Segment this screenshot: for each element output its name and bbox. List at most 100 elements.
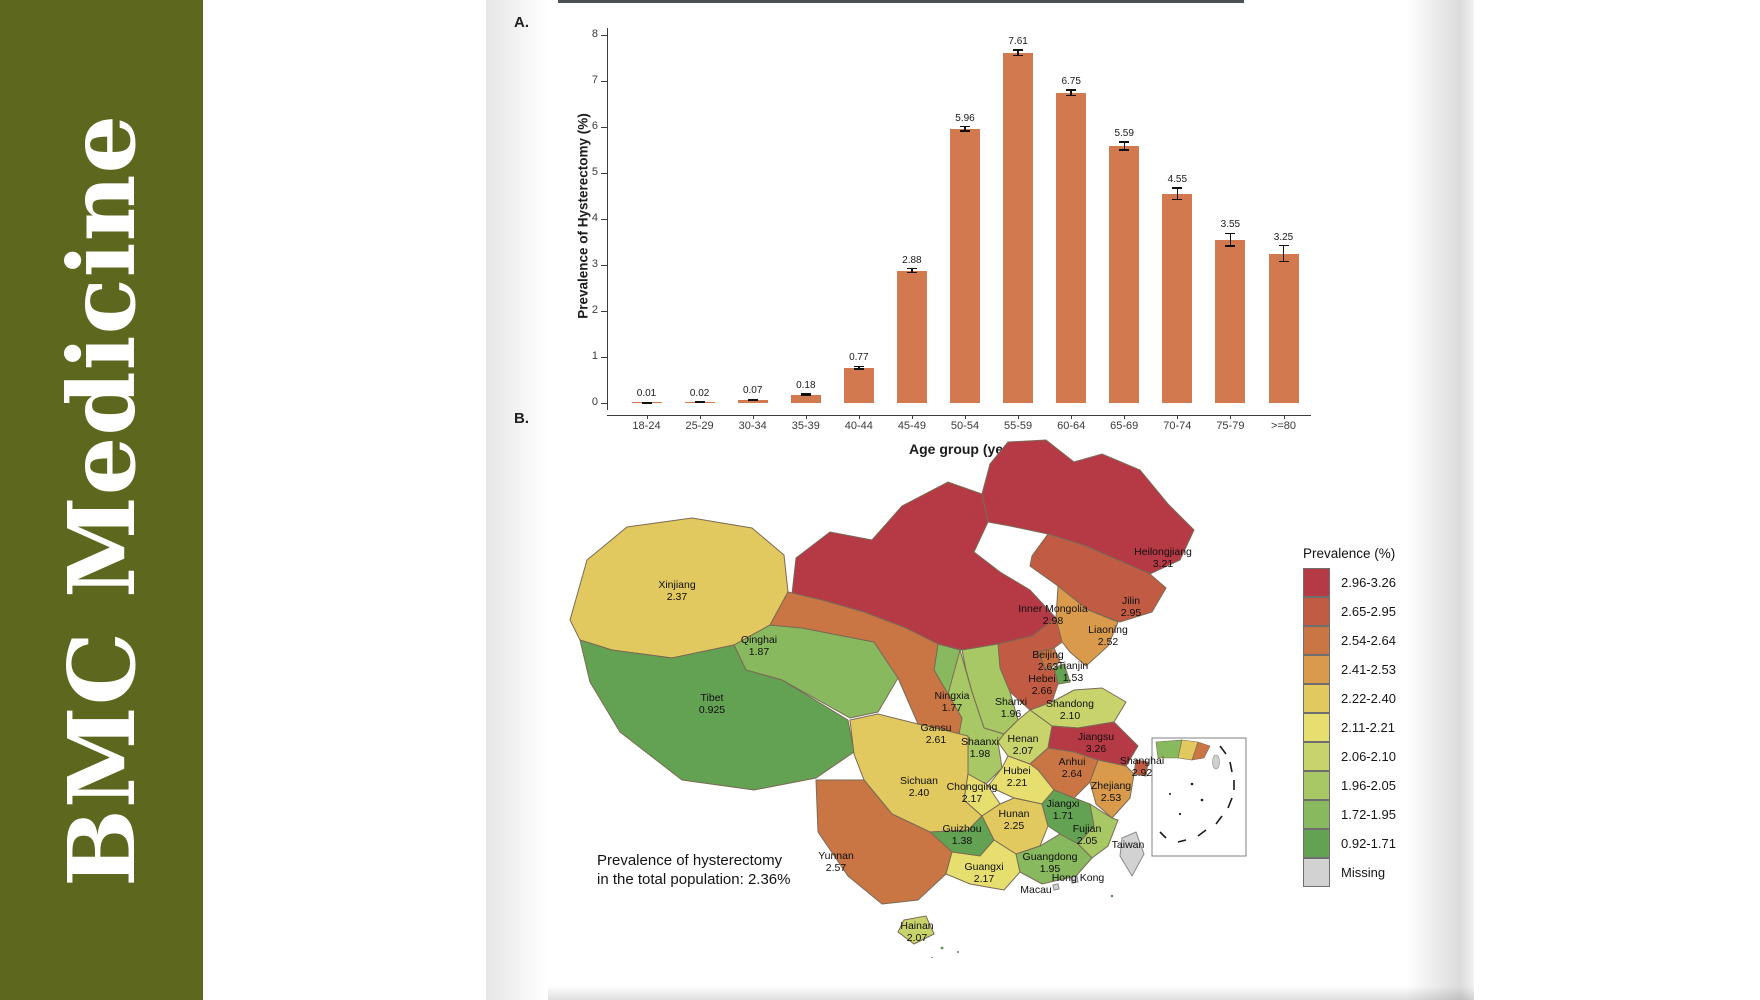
bar [1003, 52, 1034, 403]
error-bar [1229, 233, 1232, 247]
territory-macau [1052, 883, 1060, 891]
error-bar-cap [800, 393, 811, 395]
province-label-tianjin: Tianjin 1.53 [1058, 660, 1089, 684]
province-label-liaoning: Liaoning 2.52 [1088, 624, 1128, 648]
bar-value-label: 5.59 [1114, 127, 1134, 139]
x-tick-label: 18-24 [632, 420, 661, 432]
legend-label: 1.72-1.95 [1341, 807, 1396, 822]
journal-title: BMC Medicine [47, 113, 156, 887]
error-bar-cap [1225, 245, 1236, 247]
bar-value-label: 7.61 [1008, 36, 1028, 48]
y-tick-label: 0 [591, 396, 598, 408]
province-label-zhejiang: Zhejiang 2.53 [1091, 780, 1131, 804]
inset-dash-line [1159, 831, 1167, 839]
bar [843, 367, 874, 403]
province-label-guangdong: Guangdong 1.95 [1023, 851, 1078, 875]
error-bar [964, 126, 966, 132]
province-label-inner_mongolia: Inner Mongolia 2.98 [1018, 603, 1088, 627]
y-tick-label: 3 [591, 258, 598, 270]
legend-swatch [1303, 626, 1330, 655]
province-hebei [997, 617, 1063, 711]
legend-entry: 0.92-1.71 [1303, 829, 1396, 858]
province-tibet [579, 639, 855, 791]
x-tick-mark [1230, 415, 1232, 419]
island-dot [1110, 894, 1114, 898]
legend-swatch [1303, 800, 1330, 829]
error-bar [805, 393, 807, 396]
bar-value-label: 6.75 [1061, 75, 1081, 87]
province-label-guizhou: Guizhou 1.38 [942, 823, 981, 847]
legend-entry: Missing [1303, 858, 1396, 887]
legend-swatch [1303, 771, 1330, 800]
y-tick-label: 4 [591, 212, 598, 224]
province-label-guangxi: Guangxi 2.17 [964, 861, 1003, 885]
y-tick-label: 1 [591, 350, 598, 362]
legend-label: 2.41-2.53 [1341, 662, 1396, 677]
y-tick-mark [601, 403, 607, 404]
scan-edge-left [486, 0, 548, 1000]
inset-dash-line [1227, 797, 1233, 809]
error-bar-cap [1119, 141, 1130, 143]
y-axis-line [607, 28, 608, 410]
error-bar [1017, 50, 1019, 56]
province-label-hunan: Hunan 2.25 [999, 808, 1030, 832]
inset-island-dot [1190, 782, 1194, 786]
y-tick-mark [601, 35, 607, 36]
bar [1056, 92, 1087, 403]
island-dot [940, 946, 944, 950]
territory-taiwan [1119, 831, 1145, 878]
x-tick-label: 40-44 [844, 420, 873, 432]
territory-hongkong [1070, 875, 1079, 884]
legend-entry: 2.65-2.95 [1303, 597, 1396, 626]
inset-dash-line [1197, 829, 1207, 837]
journal-banner: BMC Medicine [0, 0, 203, 1000]
error-bar-cap [1066, 89, 1077, 91]
legend-swatch [1303, 713, 1330, 742]
x-tick-mark [805, 415, 807, 419]
province-label-tibet: Tibet 0.925 [699, 692, 725, 716]
y-tick-mark [601, 311, 607, 312]
y-tick-mark [601, 81, 607, 82]
y-tick-label: 8 [591, 28, 598, 40]
x-tick-mark [699, 415, 701, 419]
province-label-hebei: Hebei 2.66 [1028, 673, 1055, 697]
error-bar-cap [641, 402, 652, 404]
error-bar-cap [1066, 94, 1077, 96]
x-tick-mark [1283, 415, 1285, 419]
y-tick-label: 5 [591, 166, 598, 178]
scan-edge-right [1406, 0, 1474, 1000]
x-tick-mark [1177, 415, 1179, 419]
legend-label: 2.96-3.26 [1341, 575, 1396, 590]
x-tick-label: 55-59 [1004, 420, 1033, 432]
legend-label: 2.65-2.95 [1341, 604, 1396, 619]
x-tick-label: 60-64 [1057, 420, 1086, 432]
error-bar-cap [853, 365, 864, 368]
x-tick-mark [752, 415, 754, 419]
x-tick-mark [1124, 415, 1126, 419]
x-tick-label: 75-79 [1216, 420, 1245, 432]
bar-value-label: 3.25 [1273, 231, 1294, 243]
y-tick-mark [601, 219, 607, 220]
legend-label: 0.92-1.71 [1341, 836, 1396, 851]
bar-value-label: 4.55 [1167, 174, 1188, 186]
bar-value-label: 0.18 [796, 379, 816, 391]
bar-value-label: 2.88 [902, 254, 922, 266]
province-label-shanxi: Shanxi 1.96 [995, 696, 1027, 720]
legend-swatch [1303, 742, 1330, 771]
bar-value-label: 3.55 [1220, 219, 1241, 231]
province-label-fujian: Fujian 2.05 [1073, 823, 1102, 847]
error-bar-cap [1119, 149, 1130, 151]
x-tick-mark [646, 415, 648, 419]
province-label-jilin: Jilin 2.95 [1121, 595, 1142, 619]
legend-label: Missing [1341, 865, 1386, 880]
error-bar-cap [906, 271, 917, 274]
legend-label: 1.96-2.05 [1341, 778, 1396, 793]
bar [1268, 253, 1299, 403]
inset-dash-line [1219, 745, 1227, 755]
province-label-gansu: Gansu 2.61 [921, 722, 952, 746]
legend-entry: 2.22-2.40 [1303, 684, 1396, 713]
x-tick-label: 45-49 [897, 420, 926, 432]
province-fujian [1077, 802, 1119, 859]
province-label-beijing: Beijing 2.63 [1032, 649, 1064, 673]
inset-dash-line [1215, 815, 1223, 825]
